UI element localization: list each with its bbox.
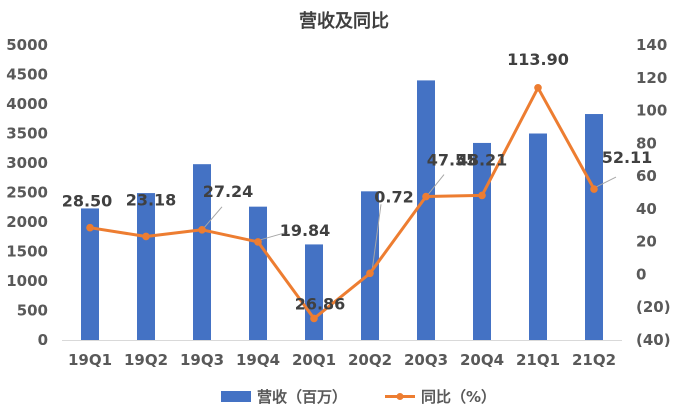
left-tick-label: 0: [38, 331, 48, 349]
x-tick-label: 21Q2: [572, 351, 616, 369]
x-tick-label: 20Q1: [292, 351, 336, 369]
leader-line: [427, 174, 445, 195]
revenue-bar: [473, 142, 491, 340]
yoy-marker: [86, 223, 94, 232]
yoy-data-label: 48.21: [457, 150, 508, 169]
revenue-bar: [417, 80, 435, 341]
revenue-bar: [137, 193, 155, 340]
label-leader-lines: [203, 174, 617, 272]
yoy-data-label: 27.24: [203, 182, 254, 201]
right-tick-label: 40: [636, 200, 657, 218]
left-tick-label: 5000: [6, 36, 48, 54]
yoy-marker: [478, 191, 486, 200]
yoy-data-label: 0.72: [374, 187, 413, 206]
right-tick-label: (20): [636, 298, 671, 316]
x-tick-label: 20Q4: [460, 351, 504, 369]
left-tick-label: 1000: [6, 272, 48, 290]
left-tick-label: 2000: [6, 213, 48, 231]
right-axis-ticks: (40) (20) 0 20 40 60 80 100 120 140: [636, 36, 671, 349]
yoy-markers: [86, 83, 598, 323]
revenue-bar: [361, 191, 379, 340]
revenue-bar: [81, 208, 99, 340]
chart-title: 营收及同比: [299, 10, 389, 32]
right-tick-label: 80: [636, 134, 657, 152]
yoy-marker: [254, 238, 262, 246]
x-tick-label: 20Q2: [348, 351, 392, 369]
left-tick-label: 3000: [6, 154, 48, 172]
x-tick-label: 19Q3: [180, 351, 224, 369]
yoy-data-label: 47.55: [427, 151, 478, 170]
yoy-marker: [590, 185, 598, 193]
yoy-data-label: 113.90: [507, 50, 569, 69]
leader-line: [203, 206, 223, 229]
revenue-bar: [249, 206, 267, 340]
left-tick-label: 3500: [6, 125, 48, 143]
x-tick-label: 20Q3: [404, 351, 448, 369]
leader-line: [259, 231, 289, 241]
yoy-marker: [534, 83, 542, 92]
yoy-marker: [422, 192, 430, 201]
yoy-marker: [142, 232, 150, 241]
leader-line: [371, 204, 382, 272]
legend-line-marker: [396, 393, 404, 400]
legend-bar-label: 营收（百万）: [257, 388, 347, 406]
right-tick-label: 100: [636, 102, 667, 120]
x-tick-label: 19Q4: [236, 351, 280, 369]
yoy-marker: [366, 269, 374, 278]
x-tick-label: 19Q1: [68, 351, 112, 369]
legend-bar-swatch: [221, 391, 251, 402]
yoy-marker: [198, 226, 206, 234]
revenue-bar: [193, 164, 211, 340]
yoy-line: [89, 86, 596, 320]
yoy-data-label: 19.84: [280, 221, 331, 240]
left-axis-ticks: 0 500 1000 1500 2000 2500 3000 3500 4000 4500 5000: [6, 36, 48, 349]
yoy-data-label: 28.50: [62, 192, 113, 211]
left-tick-label: 4500: [6, 66, 48, 84]
right-tick-label: 140: [636, 36, 667, 54]
yoy-marker: [310, 314, 318, 323]
leader-line: [595, 176, 617, 188]
x-tick-label: 21Q1: [516, 351, 560, 369]
revenue-bar: [529, 133, 547, 340]
right-tick-label: 0: [636, 265, 646, 283]
right-tick-label: 20: [636, 233, 657, 251]
right-tick-label: 120: [636, 69, 667, 87]
yoy-data-label: 52.11: [602, 148, 653, 167]
left-tick-label: 2500: [6, 184, 48, 202]
legend: 营收（百万） 同比（%）: [221, 388, 496, 406]
yoy-data-label: 23.18: [126, 190, 177, 209]
revenue-bar: [305, 244, 323, 340]
revenue-bars: [81, 80, 603, 341]
legend-line-label: 同比（%）: [421, 388, 496, 406]
x-axis-ticks: 19Q1 19Q2 19Q3 19Q4 20Q1 20Q2 20Q3 20Q4 21Q1 21Q2: [68, 351, 616, 369]
right-tick-label: (40): [636, 331, 671, 349]
left-tick-label: 1500: [6, 243, 48, 261]
x-tick-label: 19Q2: [124, 351, 168, 369]
right-tick-label: 60: [636, 167, 657, 185]
yoy-data-label: 26.86: [295, 294, 346, 313]
left-tick-label: 500: [17, 302, 48, 320]
left-tick-label: 4000: [6, 95, 48, 113]
revenue-bar: [585, 114, 603, 340]
